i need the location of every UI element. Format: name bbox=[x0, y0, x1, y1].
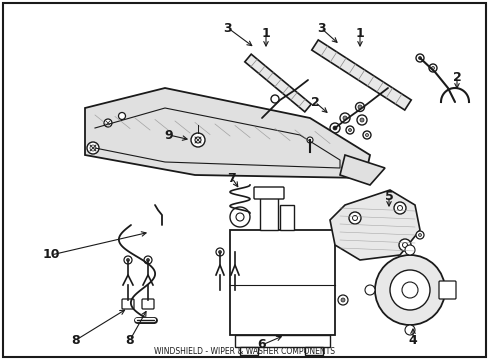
Circle shape bbox=[346, 126, 353, 134]
Circle shape bbox=[340, 298, 345, 302]
FancyBboxPatch shape bbox=[260, 195, 278, 230]
FancyBboxPatch shape bbox=[122, 299, 134, 309]
Circle shape bbox=[348, 212, 360, 224]
Circle shape bbox=[401, 282, 417, 298]
FancyBboxPatch shape bbox=[438, 281, 455, 299]
Circle shape bbox=[230, 248, 239, 256]
Polygon shape bbox=[311, 40, 410, 110]
Circle shape bbox=[357, 105, 361, 109]
Circle shape bbox=[415, 54, 423, 62]
Circle shape bbox=[389, 270, 429, 310]
Circle shape bbox=[428, 64, 436, 72]
Text: 4: 4 bbox=[408, 333, 417, 346]
Circle shape bbox=[118, 112, 125, 120]
Circle shape bbox=[236, 213, 244, 221]
Text: 3: 3 bbox=[223, 22, 232, 35]
Text: 7: 7 bbox=[227, 171, 236, 185]
Polygon shape bbox=[244, 54, 310, 112]
Text: 1: 1 bbox=[261, 27, 270, 40]
Text: 6: 6 bbox=[257, 338, 266, 351]
Circle shape bbox=[348, 129, 351, 131]
Circle shape bbox=[402, 243, 407, 248]
Text: 8: 8 bbox=[72, 333, 80, 346]
Circle shape bbox=[306, 137, 312, 143]
FancyBboxPatch shape bbox=[240, 347, 258, 355]
Polygon shape bbox=[329, 190, 419, 260]
Circle shape bbox=[418, 57, 421, 59]
Circle shape bbox=[444, 285, 454, 295]
Circle shape bbox=[270, 95, 279, 103]
Circle shape bbox=[352, 216, 357, 220]
Circle shape bbox=[362, 131, 370, 139]
Circle shape bbox=[233, 251, 236, 253]
Circle shape bbox=[146, 258, 149, 261]
Text: 1: 1 bbox=[355, 27, 364, 40]
Circle shape bbox=[260, 116, 264, 120]
FancyBboxPatch shape bbox=[229, 230, 334, 335]
Circle shape bbox=[218, 251, 221, 253]
Text: 3: 3 bbox=[316, 22, 325, 35]
Circle shape bbox=[339, 113, 349, 123]
Circle shape bbox=[229, 207, 249, 227]
FancyBboxPatch shape bbox=[253, 187, 284, 199]
Circle shape bbox=[356, 115, 366, 125]
Circle shape bbox=[359, 118, 363, 122]
Circle shape bbox=[374, 255, 444, 325]
FancyBboxPatch shape bbox=[235, 335, 329, 347]
Polygon shape bbox=[339, 155, 384, 185]
Circle shape bbox=[365, 134, 368, 136]
FancyBboxPatch shape bbox=[305, 347, 323, 355]
Circle shape bbox=[257, 113, 266, 123]
Circle shape bbox=[191, 133, 204, 147]
Circle shape bbox=[393, 202, 405, 214]
Circle shape bbox=[87, 142, 99, 154]
Circle shape bbox=[342, 116, 346, 120]
Circle shape bbox=[355, 103, 364, 112]
Circle shape bbox=[104, 119, 112, 127]
Polygon shape bbox=[85, 88, 369, 178]
Circle shape bbox=[404, 325, 414, 335]
Circle shape bbox=[337, 295, 347, 305]
Text: 2: 2 bbox=[310, 95, 319, 108]
Text: WINDSHIELD - WIPER & WASHER COMPONENTS: WINDSHIELD - WIPER & WASHER COMPONENTS bbox=[153, 347, 334, 356]
Circle shape bbox=[415, 231, 423, 239]
Circle shape bbox=[216, 248, 224, 256]
Circle shape bbox=[329, 123, 339, 133]
Circle shape bbox=[195, 137, 201, 143]
Text: 8: 8 bbox=[125, 333, 134, 346]
Circle shape bbox=[398, 239, 410, 251]
FancyBboxPatch shape bbox=[142, 299, 154, 309]
Circle shape bbox=[364, 285, 374, 295]
Text: 9: 9 bbox=[164, 129, 173, 141]
Circle shape bbox=[418, 234, 421, 237]
Text: 5: 5 bbox=[384, 189, 392, 202]
Circle shape bbox=[332, 126, 336, 130]
FancyBboxPatch shape bbox=[280, 205, 293, 230]
Circle shape bbox=[90, 145, 96, 151]
Circle shape bbox=[124, 256, 132, 264]
Circle shape bbox=[397, 206, 402, 211]
Text: 2: 2 bbox=[452, 71, 461, 84]
Text: 10: 10 bbox=[42, 248, 60, 261]
Circle shape bbox=[126, 258, 129, 261]
Circle shape bbox=[430, 67, 434, 69]
Circle shape bbox=[143, 256, 152, 264]
Circle shape bbox=[404, 245, 414, 255]
